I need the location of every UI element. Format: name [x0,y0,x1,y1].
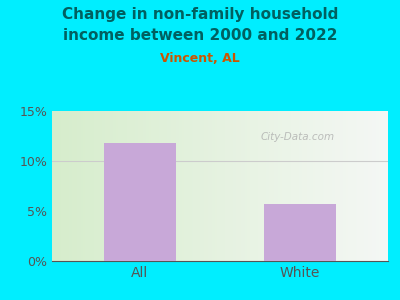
Bar [264,204,336,261]
Text: Vincent, AL: Vincent, AL [160,52,240,65]
Text: City-Data.com: City-Data.com [260,131,334,142]
Text: Change in non-family household: Change in non-family household [62,8,338,22]
Bar [104,143,176,261]
Text: income between 2000 and 2022: income between 2000 and 2022 [63,28,337,44]
